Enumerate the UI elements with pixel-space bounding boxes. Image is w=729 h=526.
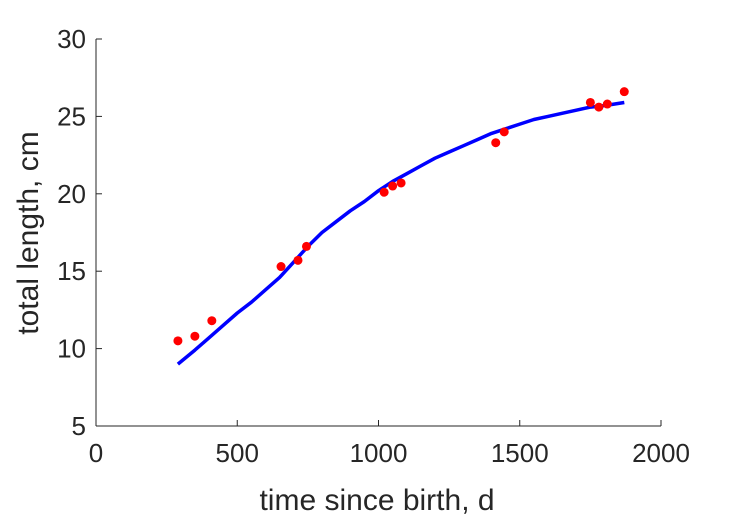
x-tick-label: 500 — [216, 438, 259, 468]
y-axis-label: total length, cm — [12, 131, 45, 334]
x-axis-label: time since birth, d — [259, 484, 494, 517]
data-point — [388, 181, 398, 191]
data-point — [379, 187, 389, 197]
data-point — [499, 127, 509, 137]
data-point — [276, 262, 286, 272]
data-point — [293, 255, 303, 265]
data-points-layer — [173, 87, 629, 346]
x-tick-label: 0 — [89, 438, 103, 468]
y-tick-label: 10 — [57, 334, 86, 364]
data-point — [594, 102, 604, 112]
y-tick-label: 15 — [57, 256, 86, 286]
data-point — [602, 99, 612, 109]
data-point — [173, 336, 183, 346]
data-point — [396, 178, 406, 188]
y-tick-label: 20 — [57, 179, 86, 209]
x-tick-label: 1500 — [491, 438, 549, 468]
x-tick-label: 2000 — [632, 438, 690, 468]
fit-curve — [176, 100, 625, 366]
data-point — [491, 138, 501, 148]
y-tick-label: 25 — [57, 101, 86, 131]
data-point — [301, 241, 311, 251]
data-point — [207, 316, 217, 326]
y-tick-label: 30 — [57, 24, 86, 54]
axis-labels: time since birth, d total length, cm — [12, 131, 495, 517]
data-point — [585, 97, 595, 107]
data-point — [619, 87, 629, 97]
x-tick-label: 1000 — [350, 438, 408, 468]
y-tick-label: 5 — [72, 411, 86, 441]
fit-line-layer — [176, 100, 625, 366]
data-point — [190, 331, 200, 341]
axes: 0 500 1000 1500 2000 5 10 15 20 25 30 — [57, 24, 690, 468]
